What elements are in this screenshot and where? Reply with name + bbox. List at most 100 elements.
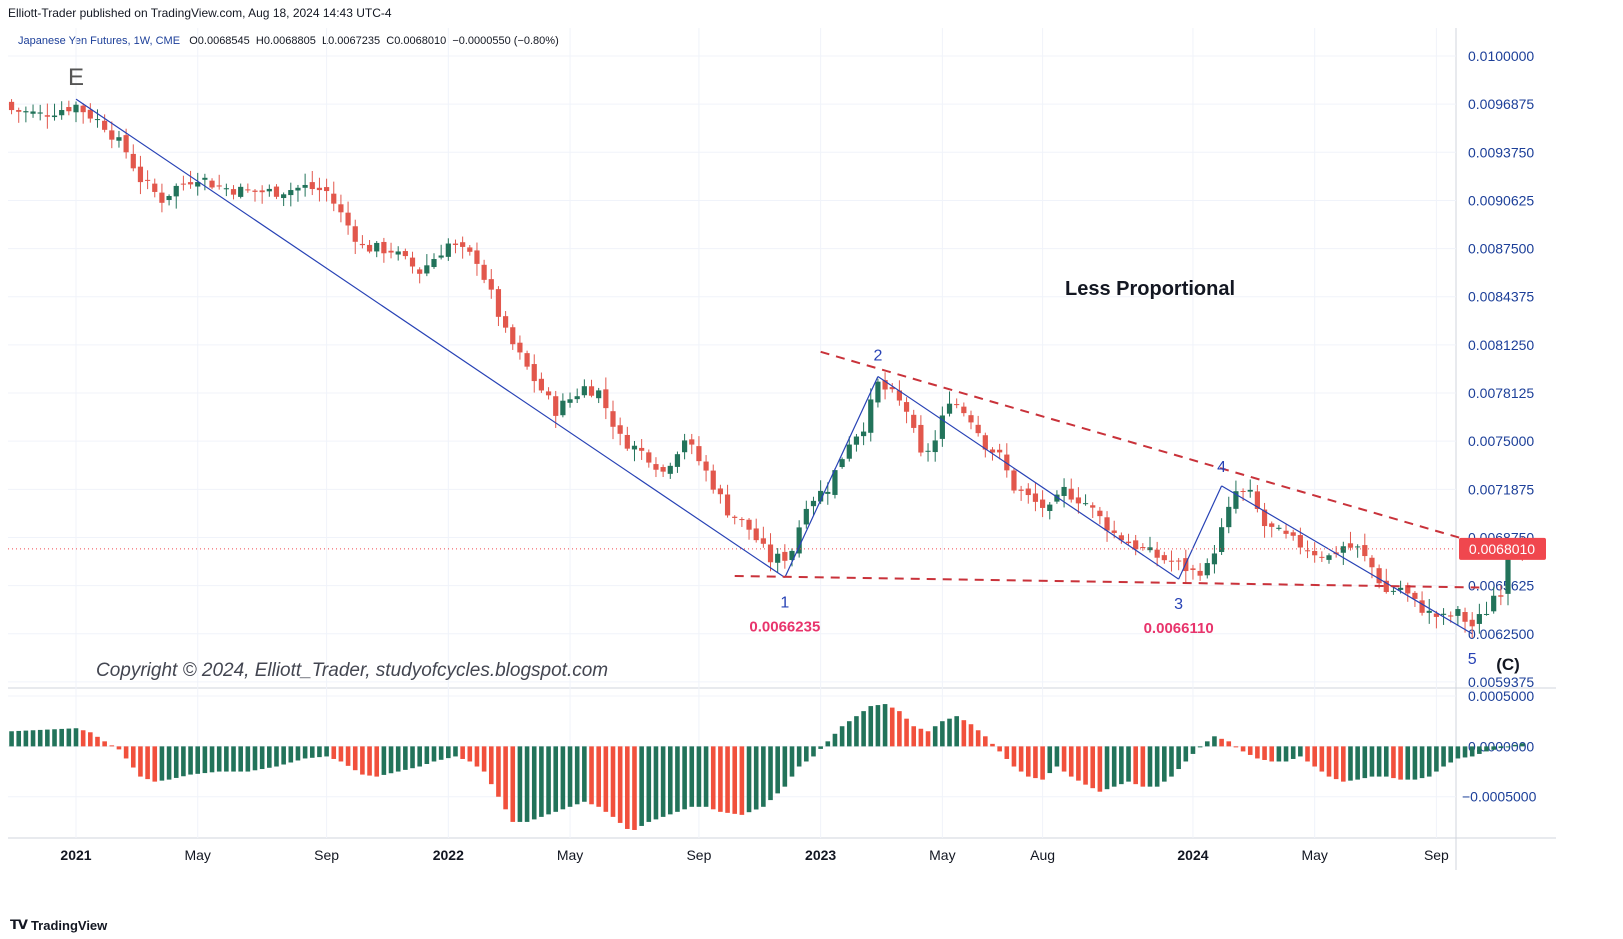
histogram-bar [617, 746, 623, 823]
histogram-bar [1054, 746, 1060, 767]
high-value: 0.0068805 [263, 35, 316, 47]
histogram-bar [209, 746, 215, 773]
histogram-bar [1290, 746, 1296, 759]
candle-body [1082, 503, 1089, 505]
candle-body [968, 415, 974, 423]
histogram-bar [1434, 746, 1439, 772]
price-axis-label: 0.0096875 [1468, 96, 1534, 112]
price-axis-label: 0.0087500 [1468, 241, 1534, 257]
histogram-bar [1348, 746, 1353, 781]
symbol-name[interactable]: Japanese Yen Futures, 1W, CME [18, 35, 181, 47]
candle-body [775, 553, 781, 563]
wave-label-1: 1 [780, 595, 789, 612]
candle-body [710, 470, 716, 490]
candle-body [1448, 615, 1454, 617]
candle-body [1211, 553, 1218, 565]
candle-body [1312, 550, 1318, 556]
histogram-bar [1240, 746, 1246, 752]
histogram-bar [761, 746, 766, 807]
histogram-bar [1455, 746, 1461, 759]
symbol-info: Japanese Yen Futures, 1W, CME O0.0068545… [18, 35, 559, 47]
histogram-bar [1247, 746, 1253, 755]
candle-body [1261, 509, 1268, 527]
histogram-bar [531, 746, 537, 820]
histogram-bar [1312, 746, 1317, 767]
histogram-bar [1154, 746, 1160, 787]
candle-body [1226, 506, 1232, 528]
tradingview-brand[interactable]: 𝗧𝗩 TradingView [10, 917, 107, 933]
candle-body [861, 431, 867, 437]
candle-body [868, 399, 874, 433]
candle-body [180, 183, 186, 185]
candle-body [1025, 488, 1031, 496]
histogram-bar [181, 746, 186, 777]
high-label: H [255, 35, 264, 47]
histogram-bar [488, 746, 494, 785]
candle-body [1476, 614, 1482, 624]
histogram-bar [331, 746, 337, 759]
histogram-bar [1076, 746, 1081, 781]
histogram-bar [782, 746, 788, 787]
histogram-bar [438, 746, 444, 760]
histogram-bar [302, 746, 308, 759]
histogram-bar [1147, 746, 1153, 787]
candle-body [359, 243, 365, 246]
candle-body [1190, 568, 1196, 570]
histogram-bar [102, 741, 107, 747]
close-value: 0.0068010 [394, 35, 447, 47]
histogram-bar [1004, 746, 1010, 759]
histogram-bar [875, 705, 881, 747]
candle-body [1254, 491, 1260, 510]
histogram-bar [940, 721, 945, 747]
candle-body [889, 387, 895, 390]
histogram-bar [1033, 746, 1038, 779]
histogram-bar [868, 706, 874, 747]
candle-body [667, 465, 673, 474]
candle-body [381, 241, 387, 254]
histogram-bar [1369, 746, 1375, 777]
histogram-bar [1068, 746, 1074, 777]
candle-body [567, 399, 573, 403]
candle-body [810, 500, 817, 507]
histogram-bar [1477, 746, 1482, 754]
histogram-bar [403, 746, 408, 770]
wave-label-2: 2 [873, 347, 882, 364]
time-axis-label: 2023 [805, 847, 836, 863]
candle-body [1398, 587, 1404, 590]
histogram-bar [395, 746, 401, 772]
histogram-bar [1104, 746, 1110, 790]
candle-body [495, 289, 502, 317]
candle-body [1040, 499, 1046, 508]
price-axis-label: 0.0084375 [1468, 289, 1534, 305]
candle-body [553, 396, 559, 416]
histogram-bar [975, 730, 981, 747]
histogram-bar [9, 731, 14, 747]
candle-body [102, 120, 108, 130]
histogram-bar [854, 716, 859, 747]
histogram-bar [1169, 746, 1174, 777]
candle-body [1168, 560, 1175, 562]
candle-body [1455, 609, 1461, 616]
candle-body [1376, 568, 1382, 584]
histogram-bar [574, 746, 580, 805]
candle-body [1061, 486, 1067, 496]
candle-body [51, 115, 58, 118]
histogram-bar [1398, 746, 1403, 780]
candle-body [939, 415, 945, 439]
candle-body [696, 446, 702, 462]
histogram-bar [1212, 736, 1217, 747]
trendline-wave-4-5 [1221, 485, 1473, 635]
publisher-line: Elliott-Trader published on TradingView.… [8, 6, 392, 20]
histogram-bar [145, 746, 150, 780]
candle-body [1111, 530, 1117, 533]
histogram-bar [517, 746, 523, 822]
candle-body [59, 110, 65, 116]
histogram-bar [1262, 746, 1267, 760]
candle-body [288, 190, 294, 196]
histogram-bar [252, 746, 258, 771]
histogram-bar [503, 746, 508, 810]
candle-body [424, 265, 430, 274]
histogram-bar [947, 718, 952, 747]
candle-body [123, 135, 129, 153]
